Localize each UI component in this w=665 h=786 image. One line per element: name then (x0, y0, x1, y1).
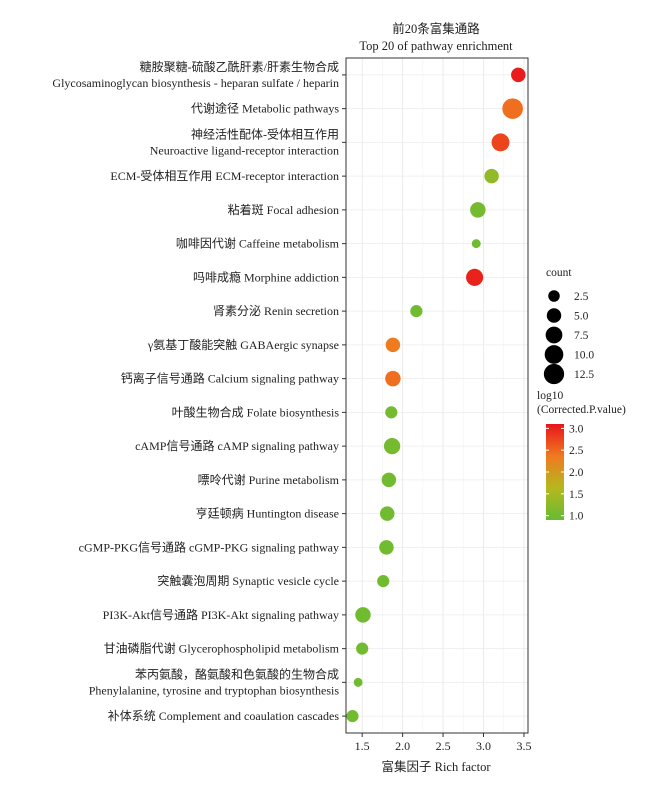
pvalue-legend-label: 3.0 (569, 423, 584, 435)
pathway-label: 钙离子信号通路 Calcium signaling pathway (121, 371, 339, 386)
pathway-label: Neuroactive ligand-receptor interaction (150, 143, 339, 157)
count-legend-key (543, 363, 565, 385)
count-legend-key (544, 345, 564, 364)
pathway-label: 亨廷顿病 Huntington disease (196, 506, 339, 521)
data-point (385, 406, 398, 419)
pvalue-legend: log10 (Corrected.P.value) 3.0 2.5 2.0 1.5 1.0 (537, 390, 626, 523)
data-point (385, 337, 401, 353)
data-point (379, 540, 394, 555)
x-axis: 1.5 2.0 2.5 3.0 3.5 (345, 57, 531, 753)
pathway-label: 吗啡成瘾 Morphine addiction (193, 269, 339, 284)
pathway-labels: 糖胺聚糖-硫酸乙酰肝素/肝素生物合成 Glycosaminoglycan bios… (52, 59, 346, 723)
grid-lines (346, 58, 528, 733)
plot-border (345, 57, 529, 734)
x-tick-label: 1.5 (355, 739, 370, 753)
data-point (353, 677, 363, 687)
pathway-label: PI3K-Akt信号通路 PI3K-Akt signaling pathway (103, 607, 339, 622)
data-point (484, 168, 499, 184)
pathway-label: Glycosaminoglycan biosynthesis - heparan… (52, 76, 339, 90)
data-point (385, 370, 401, 387)
pathway-label: 苯丙氨酸，酪氨酸和色氨酸的生物合成 (135, 666, 339, 681)
data-point (355, 607, 371, 623)
data-point (383, 437, 401, 455)
pathway-label: 甘油磷脂代谢 Glycerophospholipid metabolism (104, 641, 340, 656)
pathway-label: Phenylalanine, tyrosine and tryptophan b… (89, 683, 340, 697)
chart-title-en: Top 20 of pathway enrichment (359, 39, 513, 53)
data-point (511, 67, 526, 83)
pvalue-legend-label: 1.5 (569, 489, 584, 501)
count-legend-key (546, 308, 562, 323)
pathway-label: 糖胺聚糖-硫酸乙酰肝素/肝素生物合成 (140, 59, 339, 74)
pathway-label: cAMP信号通路 cAMP signaling pathway (135, 438, 339, 453)
data-point (471, 239, 481, 249)
count-legend-title: count (546, 267, 572, 279)
count-legend-label: 12.5 (574, 369, 594, 381)
x-tick-label: 2.0 (395, 739, 410, 753)
count-legend-key (545, 326, 563, 344)
pathway-label: ECM-受体相互作用 ECM-receptor interaction (110, 169, 339, 183)
data-point (466, 268, 484, 286)
data-point (410, 305, 423, 318)
data-point (377, 575, 390, 588)
x-tick-label: 3.0 (476, 739, 491, 753)
x-tick-label: 2.5 (436, 739, 451, 753)
pathway-label: 粘着斑 Focal adhesion (228, 202, 339, 217)
data-points (346, 67, 526, 723)
data-point (356, 642, 369, 655)
x-axis-title: 富集因子 Rich factor (381, 759, 491, 774)
pvalue-legend-title: log10 (537, 390, 563, 402)
x-tick-label: 3.5 (516, 739, 531, 753)
pathway-label: 肾素分泌 Renin secretion (213, 304, 339, 318)
count-legend-label: 10.0 (574, 350, 594, 362)
count-legend-label: 2.5 (574, 291, 589, 303)
data-point (502, 98, 523, 119)
pathway-label: 嘌呤代谢 Purine metabolism (198, 472, 340, 487)
pvalue-legend-label: 2.0 (569, 467, 584, 479)
pathway-label: 神经活性配体-受体相互作用 (191, 127, 339, 141)
pathway-label: cGMP-PKG信号通路 cGMP-PKG signaling pathway (79, 539, 339, 554)
count-legend-label: 7.5 (574, 330, 589, 342)
pathway-label: 代谢途径 Metabolic pathways (191, 101, 339, 116)
data-point (470, 202, 486, 218)
pvalue-legend-label: 2.5 (569, 445, 584, 457)
pathway-label: 补体系统 Complement and coaulation cascades (108, 709, 340, 723)
pathway-label: γ氨基丁酸能突触 GABAergic synapse (147, 337, 339, 352)
data-point (381, 472, 397, 488)
data-point (491, 133, 510, 152)
count-legend-key (548, 290, 560, 302)
pvalue-colorbar (546, 424, 564, 520)
pathway-label: 咖啡因代谢 Caffeine metabolism (176, 236, 340, 251)
data-point (346, 710, 359, 723)
pvalue-legend-title: (Corrected.P.value) (537, 404, 626, 416)
chart-title-cn: 前20条富集通路 (392, 21, 480, 36)
pathway-label: 突触囊泡周期 Synaptic vesicle cycle (157, 573, 339, 588)
pvalue-legend-label: 1.0 (569, 511, 584, 523)
pathway-label: 叶酸生物合成 Folate biosynthesis (172, 404, 340, 419)
count-legend-label: 5.0 (574, 311, 589, 323)
data-point (380, 506, 395, 521)
